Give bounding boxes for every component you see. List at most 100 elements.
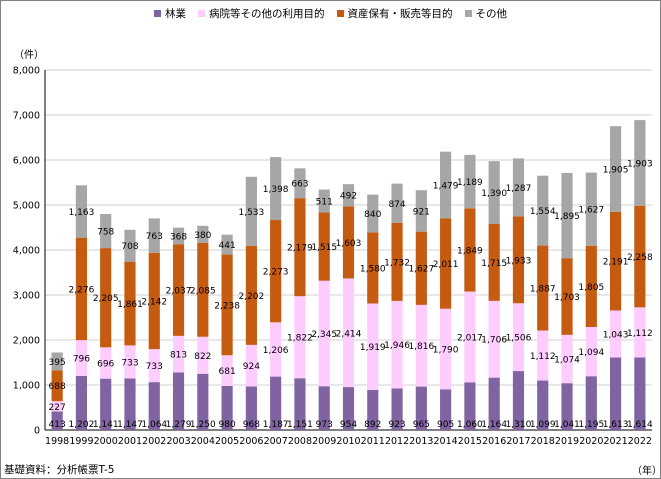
data-label: 905: [437, 420, 454, 430]
y-tick-label: 1,000: [13, 381, 40, 392]
data-label: 708: [121, 242, 138, 252]
bar-segment: [415, 190, 427, 232]
data-label: 840: [364, 210, 381, 220]
data-label: 968: [243, 420, 260, 430]
bar-segment: [342, 184, 355, 207]
bar-segment: [512, 216, 525, 304]
data-label: 2,205: [93, 294, 119, 304]
bar-segment: [609, 211, 622, 311]
data-label: 1,580: [360, 264, 386, 274]
data-label: 2,414: [336, 329, 362, 339]
y-tick-label: 5,000: [13, 201, 40, 212]
data-label: 1,905: [603, 166, 629, 176]
x-tick-label: 2011: [361, 436, 385, 447]
data-label: 1,195: [578, 420, 604, 430]
data-label: 1,919: [360, 343, 386, 353]
data-label: 965: [413, 420, 430, 430]
bar-segment: [609, 310, 622, 358]
data-label: 1,715: [481, 259, 507, 269]
bar-segment: [270, 157, 282, 221]
bar-segment: [415, 231, 427, 305]
bar-segment: [148, 349, 160, 383]
bar-segment: [488, 223, 500, 301]
bar-segment: [197, 373, 209, 430]
data-label: 1,479: [433, 181, 459, 191]
bar-segment: [367, 194, 379, 233]
data-label: 1,187: [263, 420, 289, 430]
bar-segment: [537, 380, 549, 430]
x-tick-label: 2010: [336, 436, 360, 447]
data-label: 924: [243, 362, 260, 372]
bar-segment: [634, 357, 646, 430]
data-label: 1,112: [530, 352, 556, 362]
data-label: 1,706: [481, 336, 507, 346]
bar-segment: [440, 389, 452, 430]
data-label: 1,816: [408, 342, 434, 352]
bar-segment: [342, 387, 355, 430]
data-label: 380: [194, 231, 211, 241]
data-label: 1,206: [263, 346, 289, 356]
data-label: 511: [316, 198, 333, 208]
data-label: 1,613: [603, 420, 629, 430]
bar-segment: [75, 237, 88, 341]
bar-segment: [221, 234, 233, 255]
bar-segment: [585, 326, 597, 377]
bar-segment: [75, 375, 88, 430]
bar-segment: [488, 377, 500, 430]
x-tick-label: 1998: [45, 436, 69, 447]
legend-label: その他: [475, 8, 508, 20]
x-tick-label: 2006: [239, 436, 263, 447]
bar-segment: [634, 120, 646, 206]
bar-segment: [124, 345, 136, 379]
data-label: 813: [170, 351, 187, 361]
data-label: 1,043: [603, 330, 629, 340]
bar-segment: [464, 208, 476, 292]
bar-segment: [270, 376, 282, 430]
bar-segment: [124, 378, 136, 430]
legend-label: 病院等その他の利用目的: [209, 8, 325, 20]
data-label: 2,276: [69, 285, 95, 295]
data-label: 1,861: [117, 300, 143, 310]
bar-segment: [270, 220, 282, 323]
bar-segment: [124, 261, 136, 346]
bar-segment: [391, 183, 403, 223]
y-tick-label: 3,000: [13, 291, 40, 302]
data-label: 1,533: [238, 208, 264, 218]
x-tick-label: 2004: [191, 436, 215, 447]
data-label: 1,805: [578, 283, 604, 293]
bar-segment: [124, 229, 136, 262]
bar-segment: [609, 126, 622, 212]
bar-segment: [172, 372, 185, 430]
bar-segment: [197, 225, 209, 243]
data-label: 1,822: [287, 334, 313, 344]
bar-segment: [318, 212, 330, 281]
data-label: 1,074: [554, 355, 580, 365]
bar-segment: [585, 172, 597, 246]
data-label: 796: [73, 355, 90, 365]
bar-segment: [561, 258, 573, 335]
legend-swatch: [154, 10, 161, 17]
bar-segment: [245, 344, 257, 387]
data-label: 1,163: [69, 208, 95, 218]
bar-segment: [367, 232, 379, 304]
bar-segment: [318, 189, 330, 213]
data-label: 681: [219, 367, 236, 377]
x-tick-label: 2000: [94, 436, 118, 447]
bar-segment: [221, 355, 233, 386]
bar-segment: [634, 205, 646, 308]
data-label: 980: [219, 420, 236, 430]
x-tick-label: 2005: [215, 436, 239, 447]
data-label: 1,112: [627, 329, 653, 339]
legend-item-2: 資産保有・販売等目的: [336, 6, 453, 21]
data-label: 1,164: [481, 420, 507, 430]
data-label: 2,238: [214, 301, 240, 311]
data-label: 1,627: [578, 206, 604, 216]
data-label: 2,017: [457, 333, 483, 343]
data-label: 1,202: [69, 420, 95, 430]
data-label: 2,258: [627, 253, 653, 263]
data-label: 1,390: [481, 189, 507, 199]
data-label: 663: [291, 180, 308, 190]
bar-segment: [245, 386, 257, 430]
data-label: 1,603: [336, 239, 362, 249]
